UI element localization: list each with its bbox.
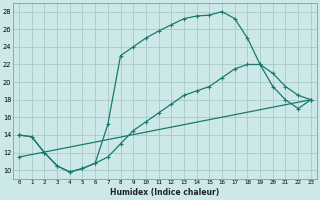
- X-axis label: Humidex (Indice chaleur): Humidex (Indice chaleur): [110, 188, 220, 197]
